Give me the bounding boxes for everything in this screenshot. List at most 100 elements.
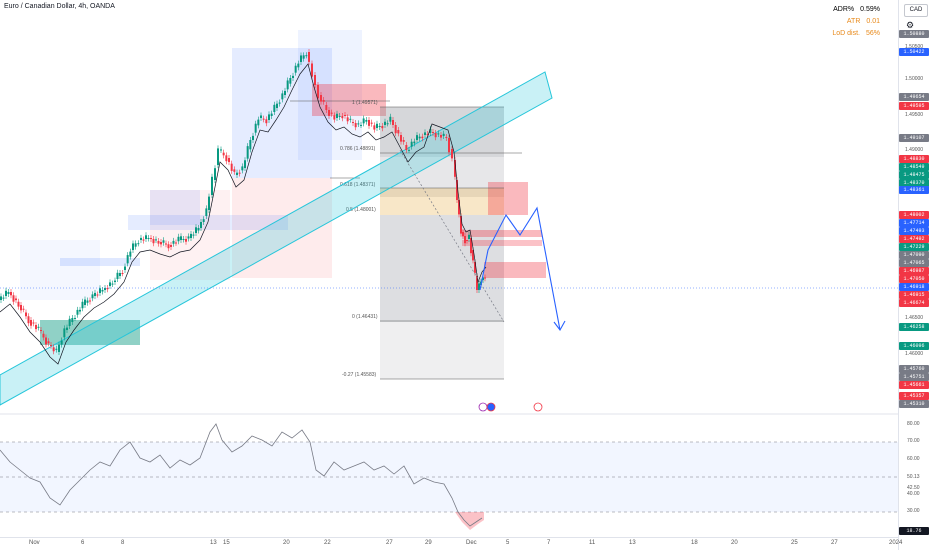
candle-body <box>317 85 319 99</box>
candle-body <box>292 75 294 78</box>
candle-body <box>116 272 119 279</box>
candle-body <box>392 120 394 125</box>
price-label: 1.48475 <box>899 171 929 179</box>
candle-body <box>30 320 32 326</box>
candle-body <box>270 113 273 116</box>
candle-body <box>86 300 89 303</box>
event-icons[interactable] <box>478 402 543 412</box>
candle-body <box>252 135 254 140</box>
candle-body <box>378 126 381 127</box>
candle-body <box>394 125 397 134</box>
candle-body <box>25 312 27 317</box>
price-label: 1.47065 <box>899 259 929 267</box>
candle-body <box>472 250 474 261</box>
candle-body <box>365 120 368 122</box>
candle-body <box>228 158 230 163</box>
price-label: 1.48361 <box>899 186 929 194</box>
candle-body <box>162 240 165 243</box>
candle-body <box>63 328 66 338</box>
rsi-tick: 42.50 <box>907 485 920 491</box>
candle-body <box>294 65 297 73</box>
price-label: 1.48002 <box>899 211 929 219</box>
zone-boxes <box>20 30 546 379</box>
time-tick: 29 <box>425 540 432 546</box>
candle-body <box>165 243 167 245</box>
candle-body <box>482 277 484 280</box>
candle-body <box>42 333 45 338</box>
candle-body <box>208 196 210 210</box>
price-tick: 1.46000 <box>905 351 924 357</box>
candle-body <box>460 216 462 234</box>
candle-body <box>205 208 208 216</box>
candle-body <box>190 233 192 238</box>
candle-body <box>157 241 160 244</box>
candle-body <box>197 228 200 231</box>
candle-body <box>330 112 333 114</box>
candle-body <box>373 125 376 130</box>
candle-body <box>52 347 55 352</box>
indicator-value: 0.59% <box>860 6 880 13</box>
price-label: 1.49654 <box>899 93 929 101</box>
rsi-pane <box>0 423 898 530</box>
candle-body <box>91 294 94 299</box>
time-tick: 20 <box>731 540 738 546</box>
price-label: 1.47050 <box>899 275 929 283</box>
price-label: 1.46674 <box>899 299 929 307</box>
candle-body <box>426 134 429 135</box>
candle-body <box>182 239 185 240</box>
time-tick: 25 <box>791 540 798 546</box>
candle-body <box>35 325 37 330</box>
symbol-title[interactable]: Euro / Canadian Dollar, 4h, OANDA <box>4 3 115 10</box>
candle-body <box>10 292 12 296</box>
candle-body <box>129 251 132 257</box>
ascending-channel[interactable] <box>0 71 553 406</box>
gear-icon[interactable]: ⚙ <box>906 20 915 30</box>
candle-body <box>230 163 233 171</box>
time-tick: Dec <box>466 540 477 546</box>
rsi-tick: 50.13 <box>907 474 920 480</box>
candle-body <box>225 155 228 162</box>
indicator-panel: ADR% 0.59% ATR 0.01 LoD dist. 56% <box>832 4 880 40</box>
candle-body <box>360 124 362 126</box>
candle-body <box>370 122 373 124</box>
candle-body <box>328 110 330 116</box>
candle-body <box>344 115 346 116</box>
calendar-event-icon <box>533 402 543 412</box>
candle-body <box>448 138 450 153</box>
chart-canvas[interactable]: 1 (1.49571) 0.786 (1.48891) 0.618 (1.483… <box>0 0 898 537</box>
time-tick: 7 <box>547 540 551 546</box>
candle-body <box>50 345 52 346</box>
price-label: 1.45357 <box>899 392 929 400</box>
dashed-trend-line <box>399 149 505 323</box>
fib-label: 0.5 (1.48001) <box>346 207 376 213</box>
candle-body <box>89 300 91 302</box>
rsi-tick: 40.00 <box>907 491 920 497</box>
time-tick: 2024 <box>889 540 903 546</box>
candle-body <box>440 135 442 138</box>
candle-body <box>478 283 480 290</box>
currency-button[interactable]: CAD <box>904 4 928 17</box>
price-label: 1.46915 <box>899 291 929 299</box>
time-axis[interactable]: Nov 6 8 13 15 20 22 27 29 Dec 5 7 11 13 18 20 25 27 2024 <box>0 537 902 551</box>
candle-body <box>241 166 244 171</box>
candle-body <box>2 297 5 299</box>
candle-body <box>37 326 40 328</box>
candle-body <box>12 295 15 302</box>
projection-path[interactable] <box>479 206 561 331</box>
candle-body <box>246 146 249 159</box>
fib-label: -0.27 (1.45583) <box>342 372 377 378</box>
candle-body <box>333 115 336 120</box>
candle-body <box>71 318 74 322</box>
candle-body <box>126 255 129 264</box>
price-label: 1.45310 <box>899 400 929 408</box>
price-tick: 1.50000 <box>905 76 924 82</box>
candle-body <box>119 273 121 276</box>
price-label: 1.46987 <box>899 267 929 275</box>
candle-body <box>192 234 195 236</box>
candle-body <box>187 236 190 239</box>
candle-body <box>464 236 466 244</box>
indicator-label: ADR% <box>833 6 855 13</box>
price-axis[interactable]: 1.50500 1.50000 1.49500 1.49000 1.46500 1.460… <box>898 0 932 550</box>
candle-body <box>84 299 86 305</box>
candle-body <box>284 90 286 95</box>
